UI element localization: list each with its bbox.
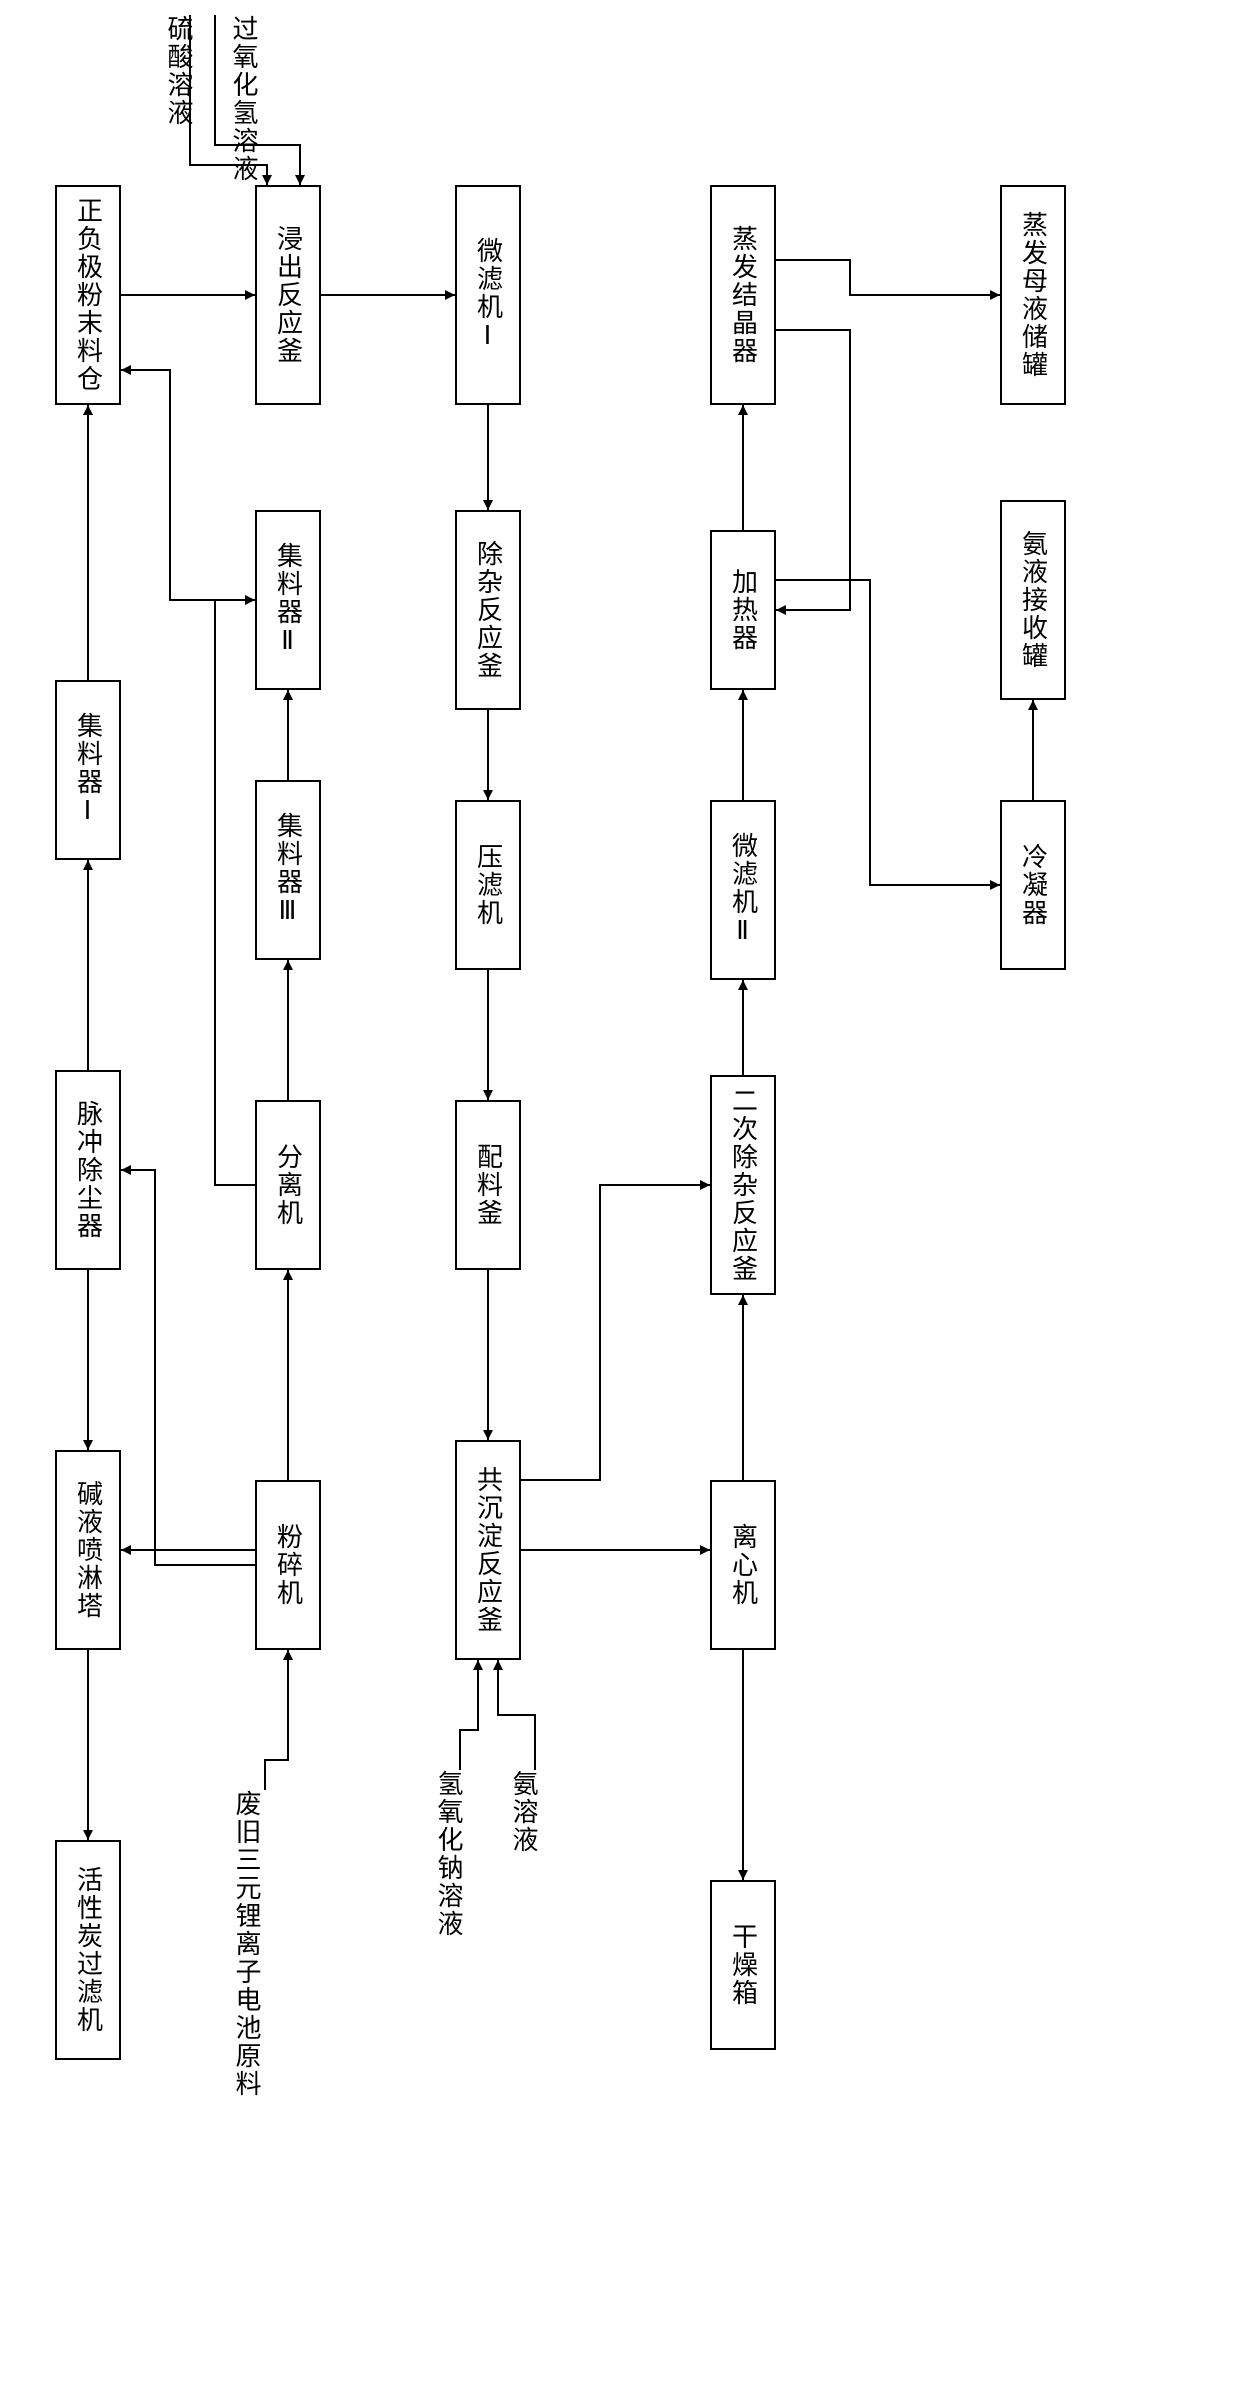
node-r4d: 二次除杂反应釜: [710, 1075, 776, 1295]
node-r3e: 共沉淀反应釜: [455, 1440, 521, 1660]
edge-e_r2b_r1a: [121, 370, 255, 600]
node-r4e: 离心机: [710, 1480, 776, 1650]
node-r1c: 脉冲除尘器: [55, 1070, 121, 1270]
node-r1d: 碱液喷淋塔: [55, 1450, 121, 1650]
node-r2d: 分离机: [255, 1100, 321, 1270]
edge-e_naoh_in: [460, 1660, 478, 1770]
label-l_h2so4: 硫酸溶液: [160, 15, 197, 127]
node-r2a: 浸出反应釜: [255, 185, 321, 405]
label-l_naoh: 氢氧化钠溶液: [430, 1770, 467, 1938]
flowchart-canvas: 正负极粉末料仓集料器Ⅰ 脉冲除尘器碱液喷淋塔活性炭过滤机 浸出反应釜集料器Ⅱ 集料器Ⅲ…: [0, 0, 1240, 2381]
edge-e_r4b_r5c: [776, 580, 1000, 885]
node-r1a: 正负极粉末料仓: [55, 185, 121, 405]
edge-e_raw_in: [265, 1650, 288, 1790]
node-r3a: 微滤机Ⅰ: [455, 185, 521, 405]
node-r5b: 氨液接收罐: [1000, 500, 1066, 700]
node-r2c: 集料器Ⅲ: [255, 780, 321, 960]
edge-e_r2d_r2b: [215, 600, 255, 1185]
node-r3c: 压滤机: [455, 800, 521, 970]
label-l_nh3: 氨溶液: [505, 1770, 542, 1854]
node-r3b: 除杂反应釜: [455, 510, 521, 710]
node-r4c: 微滤机Ⅱ: [710, 800, 776, 980]
edge-e_r4a_r5a: [776, 260, 1000, 295]
node-r1e: 活性炭过滤机: [55, 1840, 121, 2060]
node-r3d: 配料釜: [455, 1100, 521, 1270]
edge-e_nh3_in: [498, 1660, 535, 1770]
node-r2b: 集料器Ⅱ: [255, 510, 321, 690]
node-r2e: 粉碎机: [255, 1480, 321, 1650]
label-l_h2o2: 过氧化氢溶液: [225, 15, 262, 183]
node-r4b: 加热器: [710, 530, 776, 690]
node-r5c: 冷凝器: [1000, 800, 1066, 970]
node-r4f: 干燥箱: [710, 1880, 776, 2050]
edge-e_r2e_r1c: [121, 1170, 255, 1565]
edge-e_r4a_r4b_branch: [776, 330, 850, 610]
label-l_raw: 废旧三元锂离子电池原料: [228, 1790, 265, 2098]
node-r4a: 蒸发结晶器: [710, 185, 776, 405]
node-r1b: 集料器Ⅰ: [55, 680, 121, 860]
edge-e_r3e_r4d_top: [521, 1185, 710, 1480]
node-r5a: 蒸发母液储罐: [1000, 185, 1066, 405]
